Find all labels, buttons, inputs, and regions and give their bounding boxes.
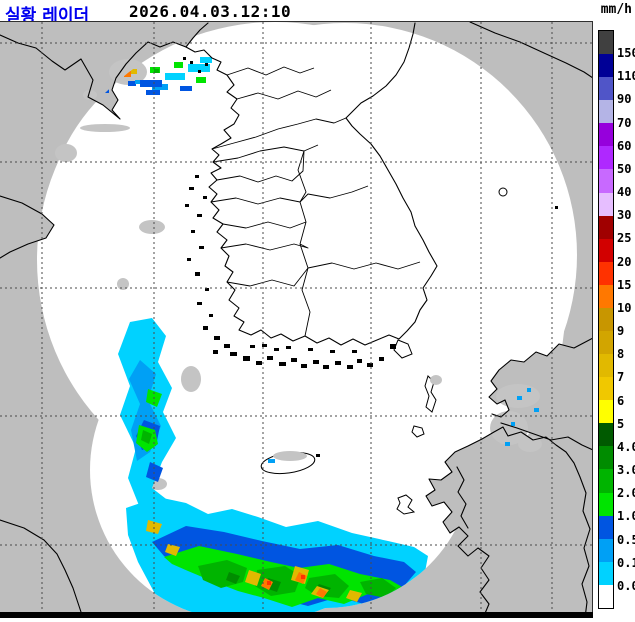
legend-segment: [599, 561, 613, 585]
legend-label: 25: [617, 231, 632, 246]
legend-label: 30: [617, 208, 632, 223]
legend-label: 90: [617, 92, 632, 107]
legend-label: 50: [617, 161, 632, 176]
precipitation-echoes: [86, 57, 428, 618]
legend-segment: [599, 215, 613, 239]
legend-segment: [599, 123, 613, 147]
legend-bar: [598, 30, 614, 609]
legend-label: 1.0: [617, 509, 635, 524]
china-coastline: [0, 34, 187, 120]
legend-segment: [599, 331, 613, 355]
weak-echo-specks: [268, 388, 539, 463]
legend-label: 7: [617, 370, 625, 385]
legend-segment: [599, 31, 613, 55]
legend-segment: [599, 492, 613, 516]
legend-segment: [599, 423, 613, 447]
legend-label: 0.0: [617, 578, 635, 593]
legend-segment: [599, 169, 613, 193]
legend-segment: [599, 238, 613, 262]
radar-map-canvas: [0, 21, 594, 620]
legend-segment: [599, 354, 613, 378]
russia-coastline: [469, 21, 594, 79]
legend-segment: [599, 77, 613, 101]
legend-label: 6: [617, 393, 625, 408]
legend-segment: [599, 100, 613, 124]
graticule: [0, 22, 593, 612]
observation-timestamp: 2026.04.03.12:10: [129, 2, 292, 21]
honshu-coastline: [488, 337, 594, 451]
legend-label: 9: [617, 324, 625, 339]
legend-label: 40: [617, 185, 632, 200]
legend-segment: [599, 515, 613, 539]
legend-label: 5: [617, 416, 625, 431]
legend-label: 3.0: [617, 463, 635, 478]
legend-label: 110: [617, 69, 635, 84]
legend-label: 60: [617, 138, 632, 153]
legend-segment: [599, 192, 613, 216]
legend-segment: [599, 377, 613, 401]
legend-label: 8: [617, 347, 625, 362]
legend-label: 0.5: [617, 532, 635, 547]
legend-segment: [599, 307, 613, 332]
legend-label: 150: [617, 46, 635, 61]
legend-segment: [599, 538, 613, 562]
legend-segment: [599, 400, 613, 424]
coastlines: [0, 21, 594, 619]
kyushu-coastline: [425, 426, 591, 619]
legend-segment: [599, 261, 613, 285]
kyushu-inner-coast: [456, 466, 469, 529]
legend-unit-label: mm/h: [600, 2, 632, 17]
legend-segment: [599, 54, 613, 78]
legend-label: 4.0: [617, 439, 635, 454]
legend-label: 70: [617, 115, 632, 130]
goto-island: [396, 494, 416, 515]
legend-label: 10: [617, 300, 632, 315]
legend-segment: [599, 469, 613, 493]
china-coastline-south: [0, 519, 84, 619]
tsushima-island: [424, 375, 437, 413]
legend-label: 2.0: [617, 486, 635, 501]
legend-label: 20: [617, 254, 632, 269]
admin-boundaries: [210, 66, 421, 337]
radar-map: [0, 21, 594, 620]
southern-echo-system: [126, 497, 428, 618]
legend-label: 15: [617, 277, 632, 292]
west-sea-echo-band: [118, 318, 176, 516]
legend-segment: [599, 446, 613, 470]
korea-coastline: [185, 22, 438, 346]
legend-segment: [599, 284, 613, 308]
legend-segment: [599, 146, 613, 170]
map-frame: [0, 21, 593, 618]
china-coastline-west: [0, 195, 55, 259]
ulleungdo-island: [498, 187, 508, 197]
iki-island: [411, 425, 425, 438]
legend-labels: 150 110 90 70 60 50 40 30 25 20 15 10 9 8 7 6 5 4.0 3.0 2.0…: [617, 30, 635, 609]
legend-segment: [599, 584, 613, 608]
legend-label: 0.1: [617, 555, 635, 570]
